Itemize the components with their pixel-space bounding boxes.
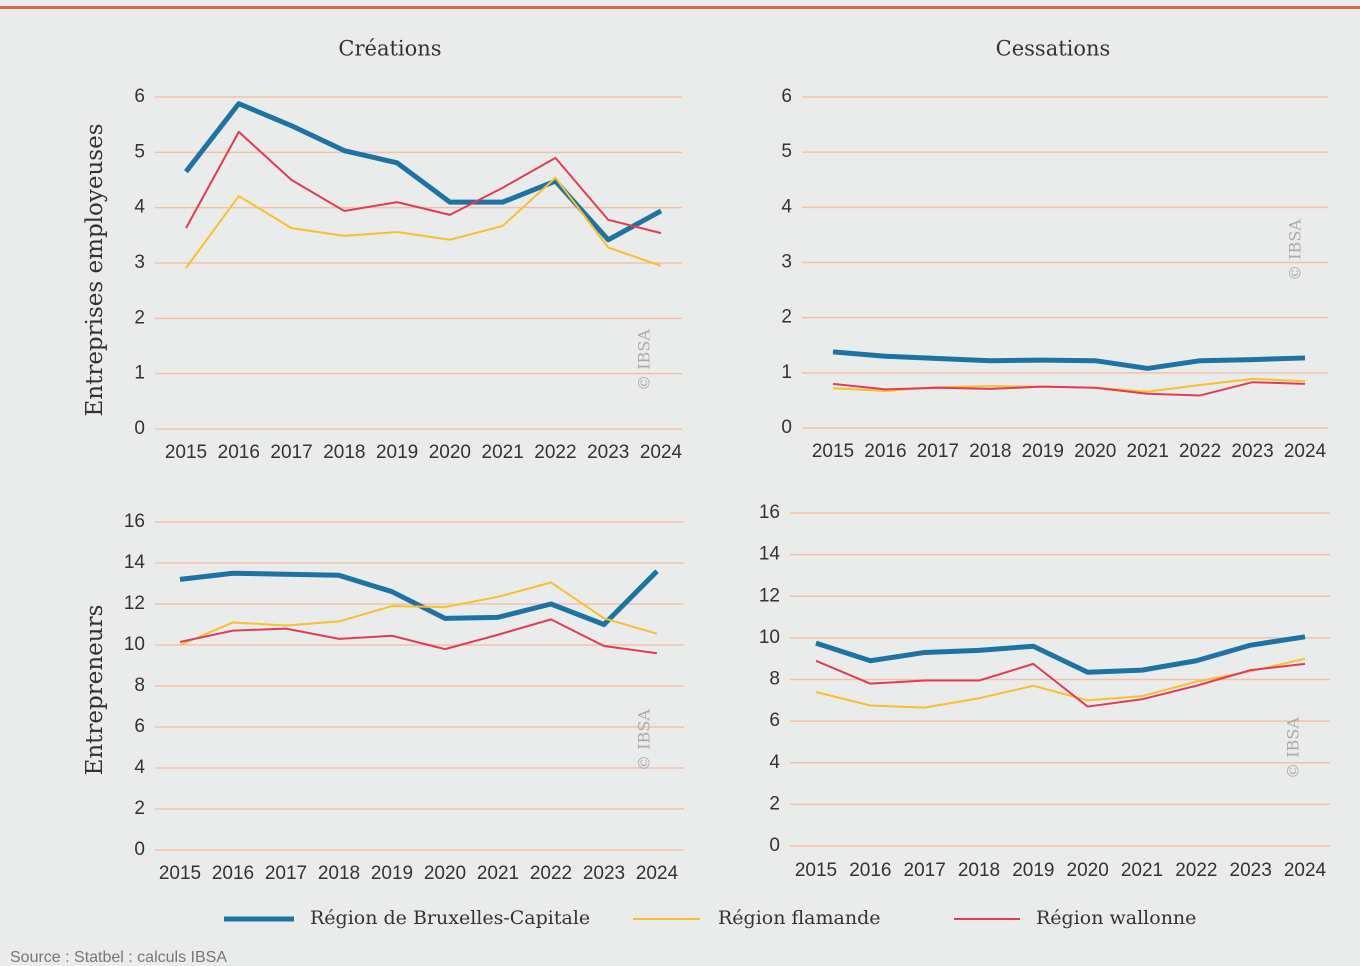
y-tick-label: 12: [759, 585, 780, 606]
y-tick-label: 3: [134, 252, 145, 273]
x-tick-label: 2020: [1074, 441, 1116, 462]
x-tick-label: 2018: [323, 442, 365, 463]
y-tick-label: 5: [781, 141, 792, 162]
panel-title: Créations: [338, 37, 441, 61]
y-axis-label: Entrepreneurs: [82, 605, 108, 776]
series-line: [184, 101, 663, 243]
x-tick-label: 2024: [636, 863, 679, 884]
y-tick-label: 6: [134, 716, 145, 737]
y-tick-label: 1: [134, 363, 145, 384]
x-tick-label: 2019: [376, 442, 418, 463]
watermark: © IBSA: [635, 709, 654, 771]
panel-title: Cessations: [996, 37, 1111, 61]
x-tick-label: 2015: [159, 863, 201, 884]
x-tick-label: 2021: [1127, 441, 1169, 462]
x-tick-label: 2020: [424, 863, 466, 884]
x-tick-label: 2018: [958, 860, 1000, 881]
y-tick-label: 10: [759, 627, 780, 648]
series-line: [815, 657, 1306, 709]
x-tick-label: 2024: [640, 442, 683, 463]
x-tick-label: 2022: [534, 442, 576, 463]
x-tick-label: 2024: [1284, 860, 1327, 881]
y-tick-label: 2: [781, 307, 792, 328]
x-tick-label: 2019: [1022, 441, 1064, 462]
series-line: [179, 618, 658, 655]
x-tick-label: 2019: [371, 863, 413, 884]
x-tick-label: 2023: [1231, 441, 1273, 462]
y-tick-label: 1: [781, 362, 792, 383]
x-tick-label: 2021: [1121, 860, 1163, 881]
top-rule: [0, 6, 1360, 9]
y-tick-label: 6: [781, 86, 792, 107]
x-tick-label: 2016: [849, 860, 891, 881]
y-tick-label: 10: [124, 634, 145, 655]
watermark: © IBSA: [1286, 219, 1305, 281]
y-tick-label: 0: [134, 418, 145, 439]
series-line: [815, 634, 1306, 675]
x-tick-label: 2017: [270, 442, 312, 463]
series-line: [832, 381, 1306, 397]
y-tick-label: 0: [769, 835, 780, 856]
x-tick-label: 2020: [1067, 860, 1109, 881]
x-tick-label: 2022: [1179, 441, 1221, 462]
x-tick-label: 2015: [795, 860, 837, 881]
y-tick-label: 2: [134, 798, 145, 819]
y-tick-label: 6: [769, 710, 780, 731]
x-tick-label: 2018: [318, 863, 360, 884]
series-line: [179, 581, 658, 646]
x-tick-label: 2016: [218, 442, 260, 463]
x-tick-label: 2017: [904, 860, 946, 881]
y-tick-label: 0: [134, 839, 145, 860]
x-tick-label: 2022: [1175, 860, 1217, 881]
y-tick-label: 4: [781, 196, 792, 217]
x-tick-label: 2023: [587, 442, 629, 463]
y-tick-label: 6: [134, 86, 145, 107]
y-tick-label: 3: [781, 252, 792, 273]
legend-label: Région flamande: [718, 907, 881, 929]
series-line: [185, 176, 662, 269]
watermark: © IBSA: [635, 329, 654, 391]
y-tick-label: 8: [134, 675, 145, 696]
x-tick-label: 2019: [1012, 860, 1054, 881]
x-tick-label: 2015: [165, 442, 207, 463]
x-tick-label: 2017: [917, 441, 959, 462]
y-tick-label: 4: [134, 197, 145, 218]
y-tick-label: 16: [759, 502, 780, 523]
legend-label: Région wallonne: [1036, 907, 1196, 929]
x-tick-label: 2015: [812, 441, 854, 462]
source: Source : Statbel : calculs IBSA: [10, 949, 227, 966]
x-tick-label: 2018: [969, 441, 1011, 462]
y-axis-label: Entreprises employeuses: [82, 123, 108, 416]
x-tick-label: 2020: [429, 442, 471, 463]
y-tick-label: 14: [759, 544, 781, 565]
series-line: [179, 569, 659, 627]
x-tick-label: 2017: [265, 863, 307, 884]
y-tick-label: 2: [769, 793, 780, 814]
watermark: © IBSA: [1284, 717, 1303, 779]
x-tick-label: 2021: [482, 442, 524, 463]
y-tick-label: 5: [134, 141, 145, 162]
x-tick-label: 2024: [1284, 441, 1327, 462]
y-tick-label: 14: [124, 552, 146, 573]
x-tick-label: 2016: [212, 863, 254, 884]
y-tick-label: 12: [124, 593, 145, 614]
y-tick-label: 16: [124, 511, 145, 532]
x-tick-label: 2023: [583, 863, 625, 884]
y-tick-label: 8: [769, 669, 780, 690]
x-tick-label: 2023: [1230, 860, 1272, 881]
y-tick-label: 4: [134, 757, 145, 778]
series-line: [185, 130, 662, 235]
x-tick-label: 2016: [864, 441, 906, 462]
series-line: [832, 349, 1306, 371]
y-tick-label: 4: [769, 752, 780, 773]
x-tick-label: 2022: [530, 863, 572, 884]
legend-label: Région de Bruxelles-Capitale: [310, 907, 590, 929]
x-tick-label: 2021: [477, 863, 519, 884]
y-tick-label: 2: [134, 307, 145, 328]
y-tick-label: 0: [781, 417, 792, 438]
series-line: [815, 659, 1306, 708]
